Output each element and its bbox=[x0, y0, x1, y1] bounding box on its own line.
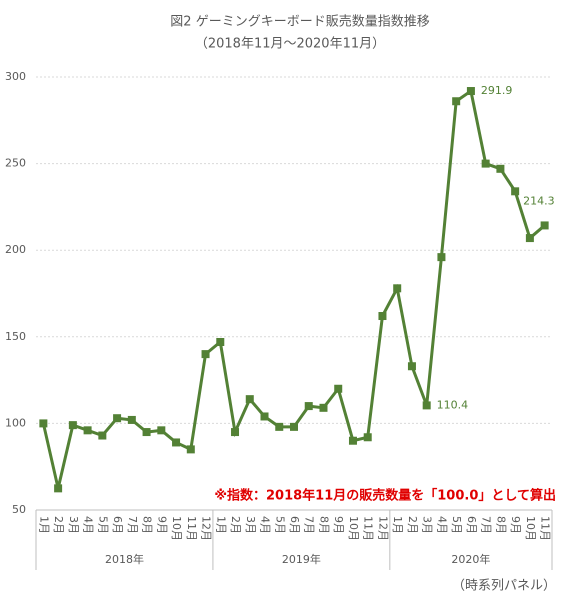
marker bbox=[334, 384, 343, 393]
y-tick-label: 50 bbox=[12, 503, 26, 516]
marker bbox=[260, 412, 269, 421]
marker bbox=[201, 350, 210, 359]
x-tick-label: 10月 bbox=[170, 516, 183, 541]
x-tick-label: 7月 bbox=[126, 516, 139, 534]
marker bbox=[348, 436, 357, 445]
x-group-label: 2019年 bbox=[282, 552, 321, 566]
x-tick-label: 8月 bbox=[494, 516, 507, 534]
x-tick-label: 5月 bbox=[450, 516, 463, 534]
x-tick-label: 1月 bbox=[391, 516, 404, 534]
marker bbox=[98, 431, 107, 440]
x-tick-label: 8月 bbox=[141, 516, 154, 534]
marker bbox=[54, 484, 63, 493]
marker bbox=[540, 221, 549, 230]
footer: （時系列パネル） bbox=[452, 579, 556, 594]
x-tick-label: 2月 bbox=[406, 516, 419, 534]
x-tick-label: 9月 bbox=[155, 516, 168, 534]
x-tick-label: 1月 bbox=[214, 516, 227, 534]
marker bbox=[245, 395, 254, 404]
marker bbox=[275, 422, 284, 431]
x-tick-label: 3月 bbox=[244, 516, 257, 534]
x-tick-label: 9月 bbox=[332, 516, 345, 534]
x-tick-label: 11月 bbox=[185, 516, 198, 541]
marker bbox=[437, 253, 446, 262]
x-tick-label: 1月 bbox=[37, 516, 50, 534]
marker bbox=[407, 362, 416, 371]
x-tick-label: 11月 bbox=[539, 516, 552, 541]
x-tick-label: 7月 bbox=[303, 516, 316, 534]
y-tick-label: 150 bbox=[5, 330, 26, 343]
marker bbox=[216, 337, 225, 346]
note: ※指数：2018年11月の販売数量を「100.0」として算出 bbox=[214, 488, 556, 504]
marker bbox=[127, 415, 136, 424]
x-tick-label: 8月 bbox=[317, 516, 330, 534]
marker bbox=[525, 234, 534, 243]
data-label: 110.4 bbox=[437, 398, 469, 411]
chart-subtitle: （2018年11月〜2020年11月） bbox=[195, 37, 385, 52]
x-group-label: 2018年 bbox=[105, 552, 144, 566]
marker bbox=[113, 414, 122, 423]
y-tick-label: 100 bbox=[5, 416, 26, 429]
marker bbox=[304, 402, 313, 411]
marker bbox=[378, 312, 387, 321]
x-tick-label: 11月 bbox=[362, 516, 375, 541]
x-tick-label: 4月 bbox=[259, 516, 272, 534]
marker bbox=[290, 422, 298, 431]
x-tick-label: 3月 bbox=[421, 516, 434, 534]
x-tick-label: 6月 bbox=[465, 516, 478, 534]
marker bbox=[172, 438, 181, 447]
x-tick-label: 7月 bbox=[480, 516, 493, 534]
chart-title: 図2 ゲーミングキーボード販売数量指数推移 bbox=[170, 14, 429, 30]
x-tick-label: 5月 bbox=[273, 516, 286, 534]
y-tick-label: 300 bbox=[5, 70, 26, 83]
marker bbox=[68, 421, 77, 430]
marker bbox=[363, 433, 372, 442]
marker bbox=[452, 97, 461, 106]
marker bbox=[142, 428, 151, 437]
x-tick-label: 9月 bbox=[509, 516, 522, 534]
x-tick-label: 4月 bbox=[435, 516, 448, 534]
data-label: 214.3 bbox=[523, 194, 555, 207]
marker bbox=[83, 426, 92, 435]
marker bbox=[393, 284, 402, 293]
x-tick-label: 6月 bbox=[111, 516, 124, 534]
marker bbox=[186, 445, 195, 454]
marker bbox=[481, 159, 490, 168]
y-tick-label: 200 bbox=[5, 243, 26, 256]
marker bbox=[231, 428, 240, 437]
x-tick-label: 10月 bbox=[347, 516, 360, 541]
x-tick-label: 10月 bbox=[524, 516, 537, 541]
x-tick-label: 5月 bbox=[96, 516, 109, 534]
x-tick-label: 2月 bbox=[229, 516, 242, 534]
x-tick-label: 2月 bbox=[52, 516, 65, 534]
x-tick-label: 12月 bbox=[376, 516, 389, 541]
x-tick-label: 3月 bbox=[67, 516, 80, 534]
data-label: 291.9 bbox=[481, 84, 513, 97]
y-tick-label: 250 bbox=[5, 157, 26, 170]
x-tick-label: 12月 bbox=[200, 516, 213, 541]
x-tick-label: 6月 bbox=[288, 516, 301, 534]
marker bbox=[466, 87, 475, 96]
x-tick-label: 4月 bbox=[82, 516, 95, 534]
marker bbox=[39, 419, 48, 428]
marker bbox=[422, 401, 431, 410]
x-group-label: 2020年 bbox=[451, 552, 490, 566]
marker bbox=[511, 187, 520, 196]
marker bbox=[319, 403, 328, 412]
marker bbox=[496, 164, 505, 173]
marker bbox=[157, 426, 166, 435]
